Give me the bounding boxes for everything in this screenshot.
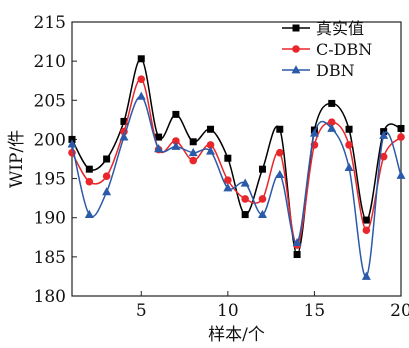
data-point-s0-17 — [345, 125, 353, 133]
data-point-s2-16 — [327, 123, 337, 132]
data-point-s0-20 — [397, 124, 405, 132]
data-point-s0-13 — [276, 125, 284, 133]
x-tick-label-15: 15 — [304, 301, 326, 321]
data-point-s2-5 — [136, 91, 146, 100]
data-point-s2-19 — [379, 130, 389, 139]
data-point-s0-7 — [172, 110, 180, 118]
data-point-s2-11 — [240, 178, 250, 187]
data-point-s1-13 — [275, 148, 284, 157]
y-tick-label-190: 190 — [34, 209, 66, 229]
data-point-s1-12 — [258, 195, 267, 203]
series-line-1 — [71, 78, 402, 246]
data-point-s1-2 — [85, 177, 94, 186]
data-point-s2-3 — [102, 187, 112, 196]
series-layer — [67, 55, 406, 280]
data-point-s1-16 — [327, 118, 336, 127]
legend: 真实值 C-DBN DBN — [282, 19, 372, 80]
data-point-s2-6 — [154, 144, 164, 153]
data-point-s0-8 — [189, 138, 197, 146]
data-point-s1-17 — [345, 141, 353, 149]
data-point-s2-15 — [309, 128, 319, 137]
y-tick-label-215: 215 — [34, 13, 66, 33]
x-tick-label-20: 20 — [390, 301, 409, 321]
x-tick-label-5: 5 — [136, 301, 147, 321]
data-point-s2-13 — [275, 169, 285, 179]
data-point-s0-12 — [258, 165, 266, 173]
data-point-s2-14 — [292, 237, 302, 247]
data-point-s1-11 — [241, 195, 249, 203]
data-point-s2-4 — [119, 132, 129, 141]
data-point-s1-7 — [172, 137, 180, 145]
data-point-s2-1 — [67, 139, 77, 148]
y-tick-label-180: 180 — [34, 287, 66, 307]
y-tick-label-185: 185 — [34, 248, 66, 268]
data-point-s2-9 — [206, 146, 216, 155]
data-point-s1-19 — [379, 152, 388, 161]
data-point-s0-5 — [137, 55, 145, 63]
axes: 180 185 190 195 200 205 210 215 5 10 15 20 — [34, 13, 409, 321]
legend-label-0: 真实值 — [316, 19, 364, 38]
data-point-s2-8 — [188, 147, 198, 157]
series-2 — [67, 91, 406, 280]
y-tick-label-195: 195 — [34, 170, 66, 190]
data-point-s2-18 — [361, 271, 371, 280]
data-point-s0-16 — [328, 99, 336, 107]
legend-marker-1 — [292, 45, 300, 53]
data-point-s2-10 — [223, 183, 233, 192]
data-point-s2-17 — [344, 162, 354, 172]
y-tick-label-205: 205 — [34, 91, 66, 111]
data-point-s0-18 — [362, 216, 370, 224]
data-point-s1-10 — [224, 176, 232, 184]
y-axis-label: WIP/件 — [7, 130, 27, 188]
data-point-s2-20 — [396, 170, 406, 179]
y-tick-label-200: 200 — [34, 130, 66, 150]
data-point-s0-6 — [155, 133, 163, 141]
legend-label-2: DBN — [316, 61, 355, 80]
data-point-s0-2 — [85, 165, 93, 173]
data-point-s1-9 — [206, 141, 215, 149]
data-point-s0-9 — [207, 125, 215, 133]
data-point-s2-12 — [257, 209, 267, 218]
data-point-s1-3 — [102, 172, 111, 181]
data-point-s0-3 — [103, 155, 111, 163]
x-axis-label: 样本/个 — [208, 325, 265, 345]
legend-marker-2 — [291, 65, 301, 74]
legend-marker-0 — [292, 24, 300, 32]
data-point-s1-5 — [137, 75, 146, 83]
data-point-s1-20 — [397, 133, 405, 141]
data-point-s0-4 — [120, 117, 128, 125]
series-0 — [68, 55, 405, 259]
data-point-s2-7 — [171, 141, 181, 150]
legend-label-1: C-DBN — [316, 40, 372, 59]
data-point-s0-10 — [224, 154, 232, 162]
x-tick-label-10: 10 — [217, 301, 239, 321]
data-point-s1-8 — [189, 156, 198, 165]
data-point-s0-11 — [241, 211, 249, 219]
y-tick-label-210: 210 — [34, 52, 66, 72]
plot-frame — [71, 21, 402, 297]
data-point-s1-18 — [362, 226, 371, 235]
data-point-s0-14 — [293, 251, 301, 259]
data-point-s2-2 — [84, 209, 94, 218]
